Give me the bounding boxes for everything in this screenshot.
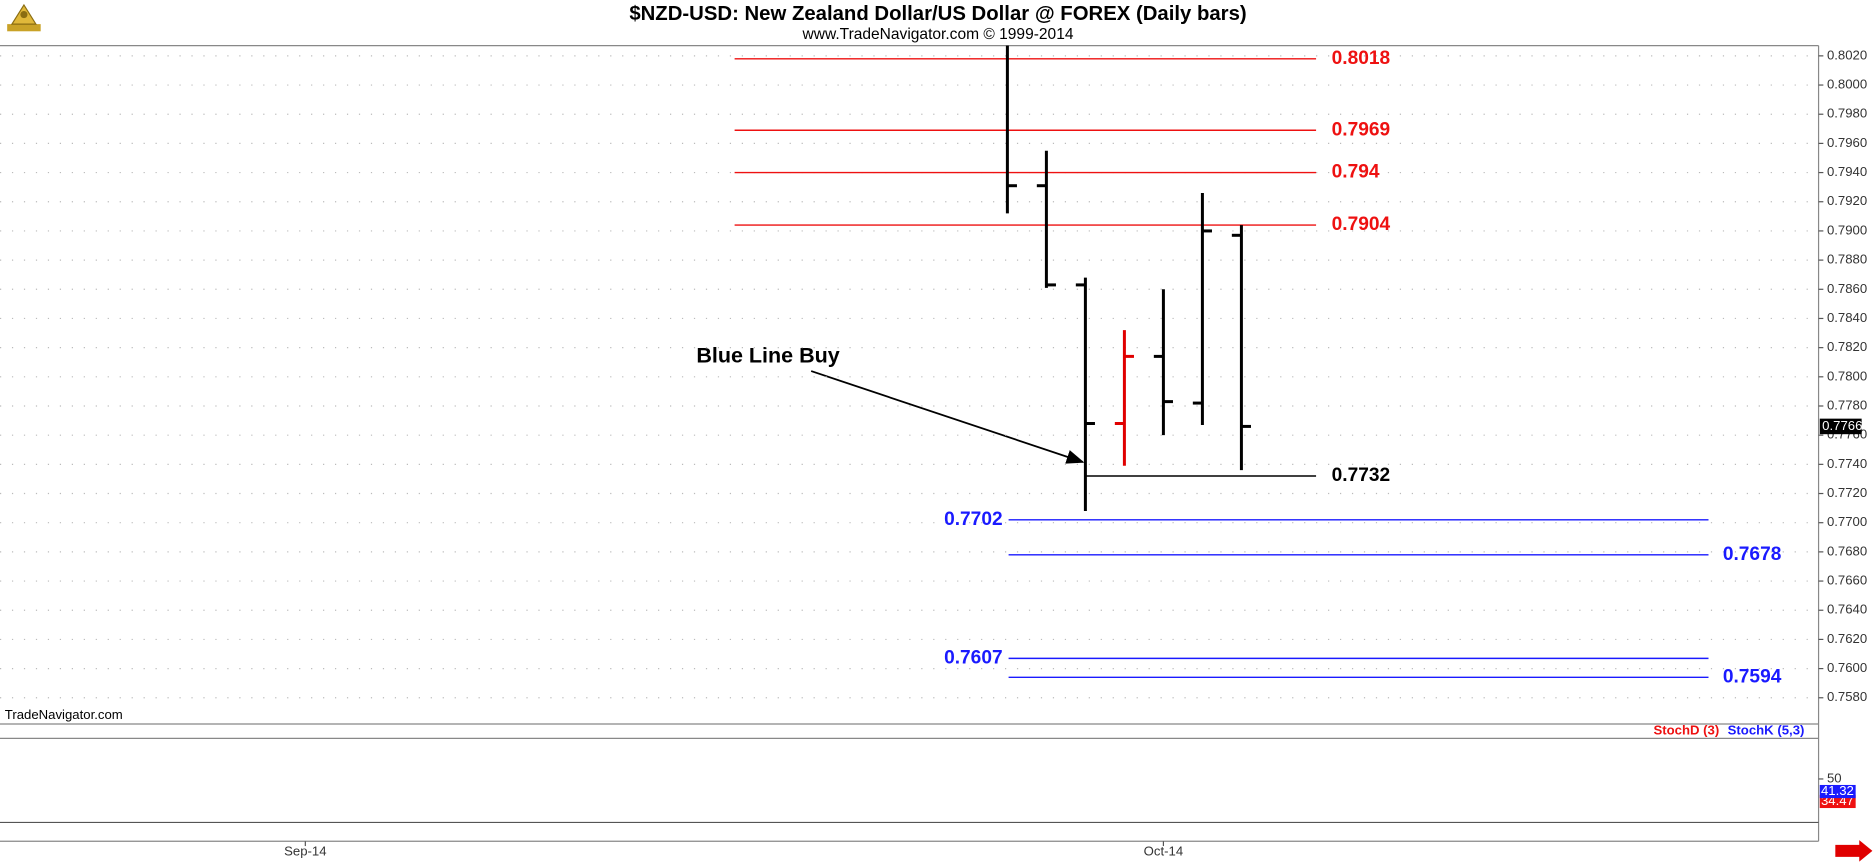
y-tick-label: 0.7600 [1827,660,1867,675]
x-tick-label: Oct-14 [1144,844,1183,859]
y-tick-label: 0.7900 [1827,222,1867,237]
y-tick-label: 0.7840 [1827,310,1867,325]
y-tick-label: 0.7680 [1827,543,1867,558]
value-box [1819,794,1856,809]
last-price-label: 0.7766 [1822,418,1862,433]
level-label: 0.7732 [1332,465,1391,486]
level-label: 0.7969 [1332,119,1391,140]
value-box [1819,784,1856,799]
value-label: 41.32 [1821,783,1854,798]
last-price-box [1819,418,1862,435]
legend-label: StochD (3) [1653,723,1719,738]
annotation: Blue Line Buy [696,343,839,367]
y-tick-label: 0.7980 [1827,106,1867,121]
level-label: 0.7904 [1332,214,1391,235]
y-tick-label: 0.8020 [1827,47,1867,62]
level-label: 0.8018 [1332,48,1391,69]
scroll-arrow[interactable] [1835,840,1873,862]
y-tick-label: 0.7800 [1827,368,1867,383]
annotation-arrow [810,370,1085,464]
y-tick-label: 0.7820 [1827,339,1867,354]
y-tick-label: 0.7880 [1827,252,1867,267]
y-tick-label: 0.7920 [1827,193,1867,208]
y-tick-label: 0.7860 [1827,281,1867,296]
y-tick-label: 0.7940 [1827,164,1867,179]
y-tick-label: 0.7660 [1827,573,1867,588]
watermark: TradeNavigator.com [5,707,123,722]
y-tick-label: 0.7780 [1827,397,1867,412]
y-tick-label: 0.7960 [1827,135,1867,150]
x-tick-label: Sep-14 [284,844,326,859]
y-tick-label: 0.8000 [1827,77,1867,92]
level-label: 0.7607 [944,647,1002,668]
y-tick-label: 50 [1827,770,1842,785]
legend-label: StochK (5,3) [1728,723,1805,738]
logo [7,3,41,32]
level-label: 0.7678 [1723,544,1782,565]
level-label: 0.794 [1332,162,1380,183]
level-label: 0.7702 [944,509,1002,530]
y-tick-label: 0.7700 [1827,514,1867,529]
y-tick-label: 0.7620 [1827,631,1867,646]
y-tick-label: 0.7640 [1827,602,1867,617]
chart-title: $NZD-USD: New Zealand Dollar/US Dollar @… [629,3,1246,25]
y-tick-label: 0.7720 [1827,485,1867,500]
y-tick-label: 0.7580 [1827,689,1867,704]
level-label: 0.7594 [1723,666,1782,687]
chart-subtitle: www.TradeNavigator.com © 1999-2014 [802,26,1074,43]
y-tick-label: 0.7740 [1827,456,1867,471]
